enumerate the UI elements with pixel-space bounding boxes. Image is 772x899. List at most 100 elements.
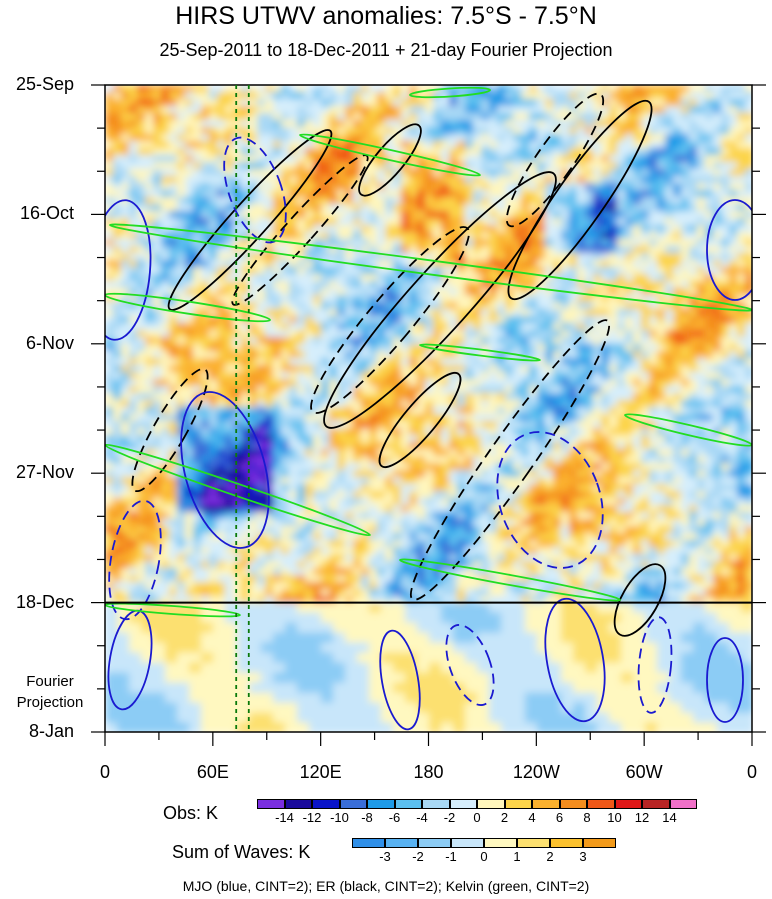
heatmap-cell [681,232,690,240]
heatmap-cell [305,218,314,226]
heatmap-cell [697,288,706,296]
heatmap-cell [489,330,498,338]
heatmap-cell [633,141,642,149]
heatmap-cell [401,183,410,191]
heatmap-cell [105,141,114,149]
heatmap-cell [233,337,242,345]
heatmap-cell [329,120,338,128]
heatmap-cell [257,400,266,408]
heatmap-cell [601,141,610,149]
heatmap-cell [433,106,442,114]
heatmap-cell [209,106,218,114]
heatmap-cell [489,484,498,492]
heatmap-cell [561,197,570,205]
heatmap-cell [305,281,314,289]
heatmap-cell [281,386,290,394]
heatmap-cell [561,92,570,100]
heatmap-cell [569,344,578,352]
heatmap-cell [409,414,418,422]
heatmap-cell [537,414,546,422]
heatmap-cell [257,211,266,219]
heatmap-cell [185,141,194,149]
heatmap-cell [745,316,752,324]
heatmap-cell [185,365,194,373]
heatmap-cell [489,477,498,485]
heatmap-cell [361,99,370,107]
heatmap-cell [593,316,602,324]
heatmap-cell [321,197,330,205]
heatmap-cell [305,183,314,191]
heatmap-cell [529,267,538,275]
heatmap-cell [337,316,346,324]
heatmap-cell [329,246,338,254]
heatmap-cell [545,295,554,303]
heatmap-cell [705,456,714,464]
heatmap-cell [233,288,242,296]
heatmap-cell [281,323,290,331]
heatmap-cell [121,344,130,352]
heatmap-cell [481,379,490,387]
heatmap-cell [737,414,746,422]
heatmap-cell [737,463,746,471]
heatmap-cell [745,428,752,436]
heatmap-cell [537,484,546,492]
heatmap-cell [721,463,730,471]
heatmap-cell [401,505,410,513]
heatmap-cell [625,358,634,366]
heatmap-cell [649,99,658,107]
heatmap-cell [697,330,706,338]
heatmap-cell [521,162,530,170]
heatmap-cell [609,113,618,121]
heatmap-cell [105,372,114,380]
heatmap-cell [329,176,338,184]
heatmap-cell [465,484,474,492]
heatmap-cell [545,442,554,450]
heatmap-cell [145,512,154,520]
heatmap-cell [433,218,442,226]
heatmap-cell [609,456,618,464]
heatmap-cell [673,92,682,100]
heatmap-cell [745,246,752,254]
heatmap-cell [465,463,474,471]
heatmap-cell [177,176,186,184]
heatmap-cell [457,421,466,429]
heatmap-cell [441,197,450,205]
heatmap-cell [417,512,426,520]
heatmap-cell [545,106,554,114]
heatmap-cell [449,449,458,457]
heatmap-cell [137,358,146,366]
heatmap-cell [241,260,250,268]
heatmap-cell [641,176,650,184]
heatmap-cell [385,379,394,387]
heatmap-cell [209,428,218,436]
heatmap-cell [433,141,442,149]
heatmap-cell [625,253,634,261]
heatmap-cell [385,414,394,422]
heatmap-cell [441,512,450,520]
heatmap-cell [457,127,466,135]
heatmap-cell [209,344,218,352]
heatmap-cell [265,435,274,443]
heatmap-cell [281,288,290,296]
heatmap-cell [201,372,210,380]
heatmap-cell [313,92,322,100]
heatmap-cell [305,85,314,93]
heatmap-cell [425,330,434,338]
heatmap-cell [633,393,642,401]
heatmap-cell [313,386,322,394]
heatmap-cell [625,428,634,436]
heatmap-cell [569,498,578,506]
heatmap-cell [513,204,522,212]
heatmap-cell [441,302,450,310]
heatmap-cell [633,365,642,373]
heatmap-cell [585,414,594,422]
heatmap-cell [273,148,282,156]
heatmap-cell [617,113,626,121]
heatmap-cell [369,365,378,373]
heatmap-cell [465,176,474,184]
heatmap-cell [281,365,290,373]
heatmap-cell [681,239,690,247]
heatmap-cell [169,316,178,324]
heatmap-cell [489,379,498,387]
heatmap-cell [545,330,554,338]
